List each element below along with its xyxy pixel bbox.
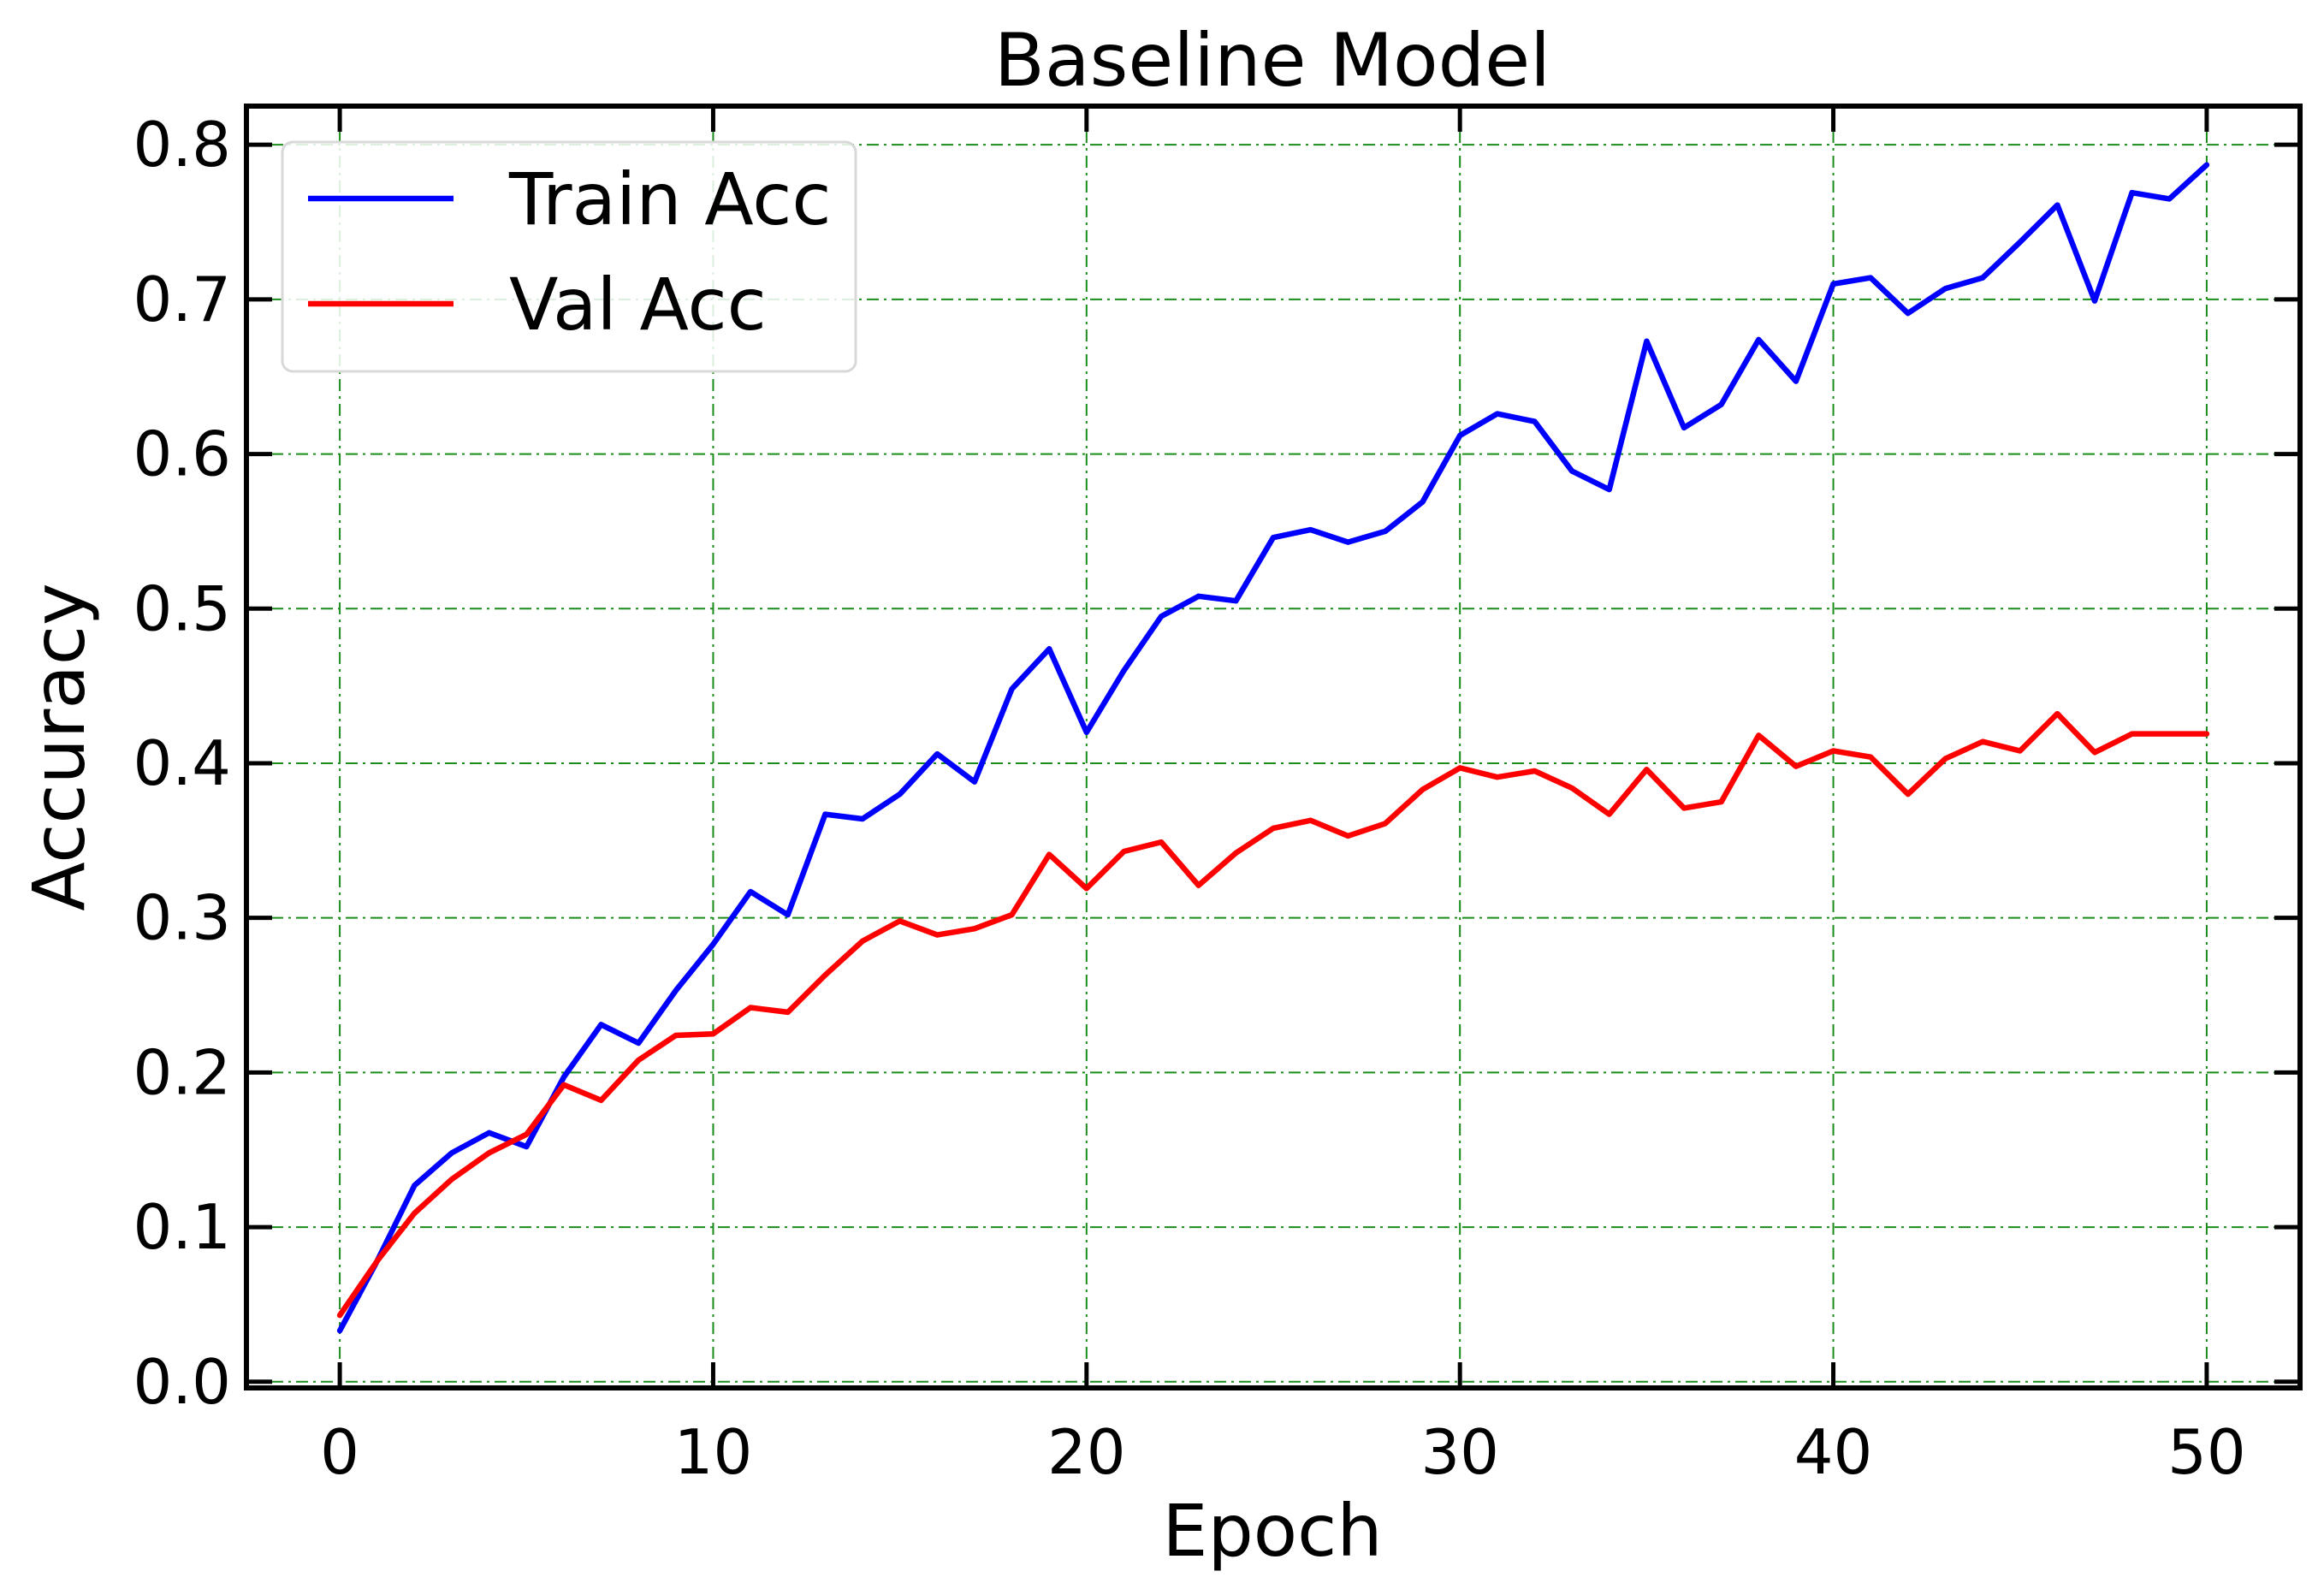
series-line-val-acc bbox=[336, 710, 2210, 1319]
chart-title: Baseline Model bbox=[994, 18, 1550, 104]
x-tick-label: 10 bbox=[674, 1416, 753, 1488]
x-tick-label: 40 bbox=[1794, 1416, 1873, 1488]
x-tick-labels: 0 10 20 30 40 50 bbox=[320, 1416, 2246, 1488]
x-tick-label: 0 bbox=[320, 1416, 359, 1488]
y-tick-label: 0.6 bbox=[133, 418, 231, 490]
y-tick-label: 0.7 bbox=[133, 264, 231, 335]
series-line-train-acc bbox=[336, 162, 2210, 1334]
y-tick-labels: 0.0 0.1 0.2 0.3 0.4 0.5 0.6 0.7 0.8 bbox=[133, 109, 231, 1418]
legend-label-val-acc: Val Acc bbox=[509, 263, 767, 347]
y-tick-label: 0.3 bbox=[133, 882, 231, 954]
legend-label-train-acc: Train Acc bbox=[508, 157, 832, 241]
x-tick-label: 30 bbox=[1420, 1416, 1499, 1488]
y-tick-label: 0.5 bbox=[133, 572, 231, 644]
y-tick-label: 0.0 bbox=[133, 1346, 231, 1418]
y-axis-label: Accuracy bbox=[17, 583, 101, 911]
y-tick-label: 0.4 bbox=[133, 727, 231, 799]
data-series bbox=[336, 162, 2210, 1334]
axis-ticks bbox=[246, 106, 2300, 1388]
y-tick-label: 0.8 bbox=[133, 109, 231, 181]
x-tick-label: 20 bbox=[1047, 1416, 1126, 1488]
legend: Train Acc Val Acc bbox=[281, 140, 857, 373]
x-tick-label: 50 bbox=[2167, 1416, 2246, 1488]
y-tick-label: 0.1 bbox=[133, 1191, 231, 1263]
x-axis-label: Epoch bbox=[1162, 1489, 1382, 1573]
plot-frame bbox=[244, 104, 2303, 1390]
y-tick-label: 0.2 bbox=[133, 1036, 231, 1108]
